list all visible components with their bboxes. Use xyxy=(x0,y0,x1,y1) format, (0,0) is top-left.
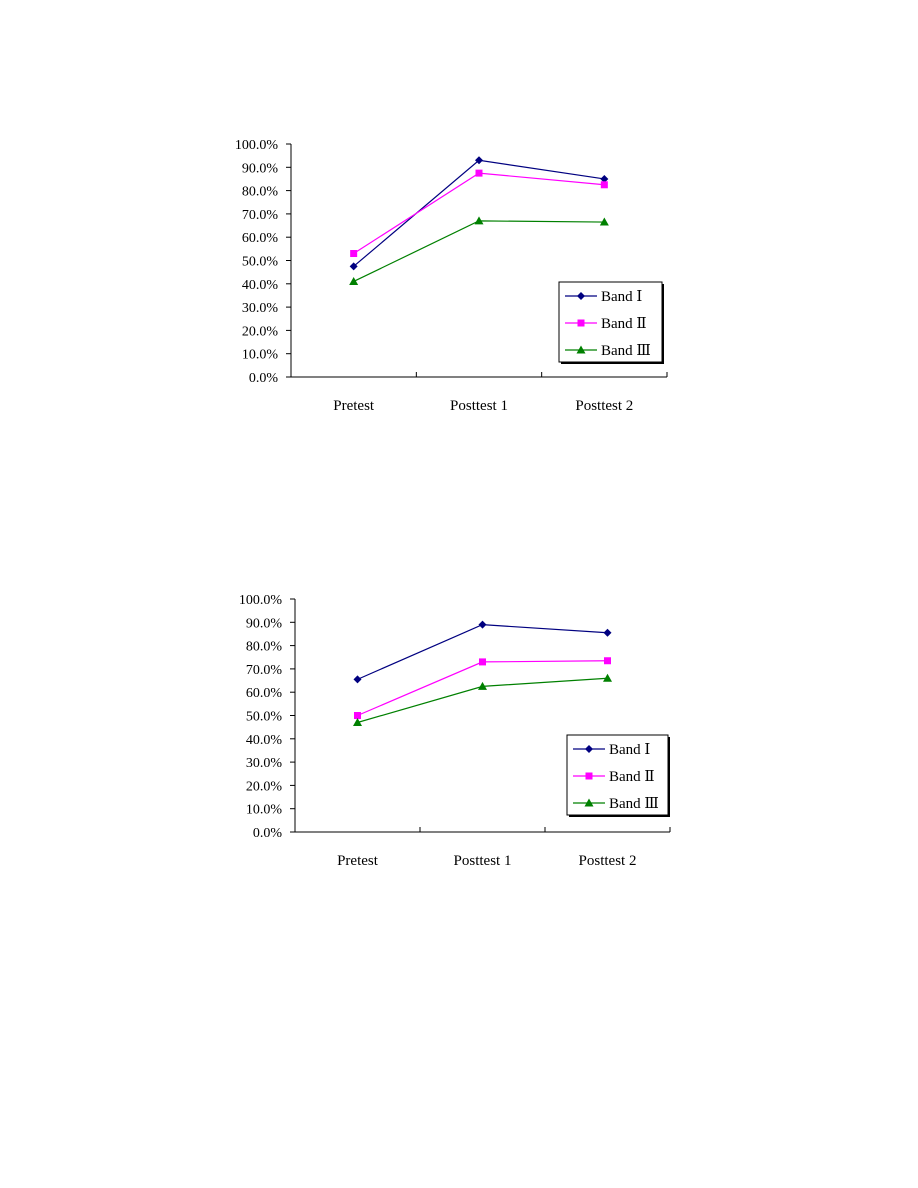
y-tick-label: 0.0% xyxy=(253,826,283,841)
y-tick-label: 20.0% xyxy=(242,324,279,339)
y-tick-label: 70.0% xyxy=(246,663,283,678)
data-point xyxy=(603,628,612,637)
y-tick-label: 60.0% xyxy=(242,231,279,246)
series-line xyxy=(357,624,608,680)
series-1 xyxy=(349,156,609,271)
y-tick-label: 40.0% xyxy=(242,278,279,293)
data-point xyxy=(349,262,358,271)
y-tick-label: 50.0% xyxy=(242,255,279,270)
chart-svg-2: 0.0% 10.0% 20.0% 30.0% 40.0% 50.0% 60.0% 70.0% 8… xyxy=(239,593,671,869)
data-point xyxy=(478,681,487,690)
line-chart-1: 0.0% 10.0% 20.0% 30.0% 40.0% 50.0% 60.0% 70.0% 8… xyxy=(0,130,918,460)
x-tick-label: Pretest xyxy=(333,398,375,414)
y-tick-label: 60.0% xyxy=(246,686,283,701)
data-point xyxy=(475,169,483,177)
legend-label: Band Ⅱ xyxy=(601,316,647,332)
legend-marker xyxy=(585,745,593,753)
legend-label: Band Ⅰ xyxy=(609,742,650,758)
data-point xyxy=(479,658,486,666)
y-tick-label: 30.0% xyxy=(246,756,283,771)
series-3 xyxy=(349,216,609,285)
legend-marker xyxy=(576,345,586,354)
legend-label: Band Ⅲ xyxy=(601,343,651,359)
line-chart-2: 0.0% 10.0% 20.0% 30.0% 40.0% 50.0% 60.0% 70.0% 8… xyxy=(0,585,918,915)
y-tick-label: 0.0% xyxy=(249,371,279,386)
series-2 xyxy=(350,169,608,258)
y-tick-label: 90.0% xyxy=(246,616,283,631)
series-3 xyxy=(353,673,612,726)
data-point xyxy=(478,620,487,629)
y-tick-label: 80.0% xyxy=(246,640,283,655)
legend-label: Band Ⅲ xyxy=(609,796,659,812)
legend-box xyxy=(558,281,663,363)
legend-marker xyxy=(584,798,594,807)
y-tick-label: 100.0% xyxy=(235,138,279,153)
data-point xyxy=(599,217,609,226)
x-tick-label: Posttest 1 xyxy=(450,398,508,414)
y-tick-label: 20.0% xyxy=(246,779,283,794)
x-tick-label: Posttest 1 xyxy=(454,853,512,869)
legend: Band Ⅰ Band Ⅱ Band Ⅲ xyxy=(558,281,664,364)
y-tick-label: 70.0% xyxy=(242,208,279,223)
chart-svg-1: 0.0% 10.0% 20.0% 30.0% 40.0% 50.0% 60.0% 70.0% 8… xyxy=(235,138,668,414)
data-point xyxy=(350,250,358,258)
series-line xyxy=(353,172,605,255)
y-tick-label: 10.0% xyxy=(242,348,279,363)
legend-box xyxy=(566,734,669,816)
data-point xyxy=(353,675,362,684)
y-tick-label: 30.0% xyxy=(242,301,279,316)
data-point xyxy=(474,216,484,225)
x-tick-label: Posttest 2 xyxy=(579,853,637,869)
legend-label: Band Ⅱ xyxy=(609,769,655,785)
series-2 xyxy=(354,657,611,719)
legend-marker xyxy=(577,319,585,327)
y-tick-label: 10.0% xyxy=(246,803,283,818)
y-tick-label: 100.0% xyxy=(239,593,283,608)
data-point xyxy=(354,712,361,719)
data-point xyxy=(604,657,611,665)
data-point xyxy=(349,276,359,285)
data-point xyxy=(600,174,609,183)
legend-marker xyxy=(577,292,585,300)
data-point xyxy=(603,673,612,682)
legend: Band Ⅰ Band Ⅱ Band Ⅲ xyxy=(566,734,670,817)
y-tick-label: 50.0% xyxy=(246,710,283,725)
data-point xyxy=(475,156,483,165)
y-tick-label: 40.0% xyxy=(246,733,283,748)
y-tick-label: 80.0% xyxy=(242,185,279,200)
legend-label: Band Ⅰ xyxy=(601,289,642,305)
data-point xyxy=(600,181,608,189)
series-1 xyxy=(353,620,612,684)
x-tick-label: Pretest xyxy=(337,853,379,869)
legend-marker xyxy=(585,772,593,780)
y-tick-label: 90.0% xyxy=(242,161,279,176)
data-point xyxy=(353,717,362,726)
x-tick-label: Posttest 2 xyxy=(575,398,633,414)
